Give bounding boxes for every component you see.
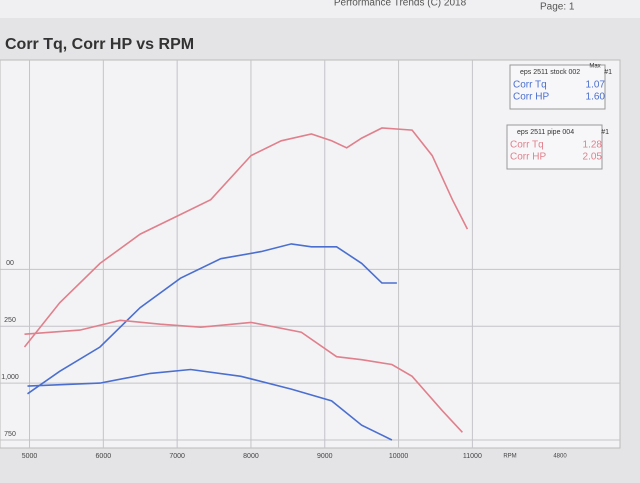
legend-value: 1.07 bbox=[586, 80, 606, 91]
legend-run: #1 bbox=[601, 129, 609, 136]
legend-box bbox=[506, 124, 603, 170]
legend-label: Corr Tq bbox=[513, 80, 547, 91]
plot-area bbox=[0, 59, 621, 449]
chart-title: Corr Tq, Corr HP vs RPM bbox=[5, 36, 194, 53]
x-tick-label: 7000 bbox=[169, 453, 185, 460]
legend-run: #1 bbox=[604, 69, 612, 76]
legend-name: eps 2511 stock 002 bbox=[520, 69, 580, 76]
y-tick-label: 00 bbox=[6, 260, 14, 267]
data-line bbox=[23, 127, 469, 348]
legend-value: 1.28 bbox=[583, 140, 603, 151]
legend-value: 1.60 bbox=[586, 92, 606, 103]
legend-label: Corr HP bbox=[513, 92, 549, 103]
data-line bbox=[24, 319, 463, 433]
x-annotation: RPM bbox=[503, 454, 516, 460]
header-right: Page: 1 bbox=[540, 2, 575, 13]
x-tick-label: 9000 bbox=[317, 453, 333, 460]
x-tick-label: 11000 bbox=[463, 453, 482, 460]
data-line bbox=[27, 368, 393, 441]
y-tick-label: 750 bbox=[4, 431, 16, 438]
data-line bbox=[27, 243, 397, 395]
x-tick-label: 10000 bbox=[389, 453, 409, 460]
legend-name: eps 2511 pipe 004 bbox=[517, 129, 574, 136]
legend-box bbox=[509, 64, 606, 110]
y-tick-label: 1,000 bbox=[1, 374, 19, 381]
x-tick-label: 6000 bbox=[96, 453, 112, 460]
legend-label: Corr Tq bbox=[510, 140, 544, 151]
legend-value: 2.05 bbox=[583, 152, 603, 163]
header-left: Performance Trends (C) 2018 bbox=[334, 0, 467, 9]
legend-max: Max bbox=[589, 64, 600, 70]
x-tick-label: 8000 bbox=[243, 453, 259, 460]
y-tick-label: 250 bbox=[4, 317, 16, 324]
x-annotation: 4800 bbox=[553, 454, 567, 460]
header-strip bbox=[0, 0, 640, 18]
x-tick-label: 5000 bbox=[22, 453, 38, 460]
legend-label: Corr HP bbox=[510, 152, 546, 163]
